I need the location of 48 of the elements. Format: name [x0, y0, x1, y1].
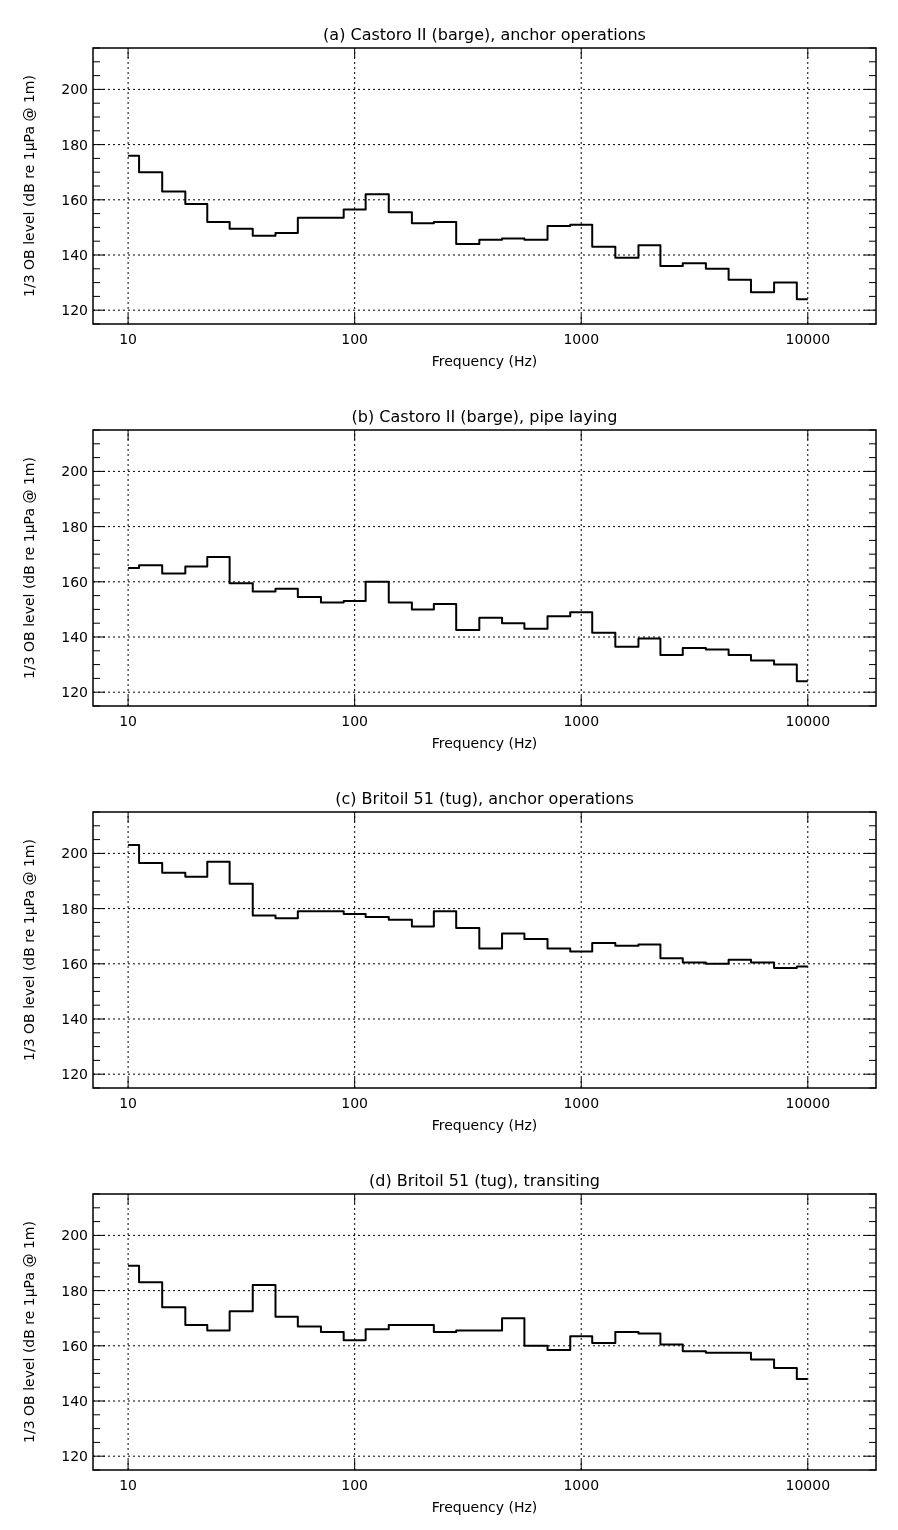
chart-title: (d) Britoil 51 (tug), transiting [368, 1171, 601, 1190]
y-tick-label: 200 [61, 81, 88, 98]
x-tick-label: 10 [119, 1095, 138, 1111]
x-tick-label: 100 [341, 331, 369, 347]
x-tick-label: 10000 [785, 1095, 831, 1111]
y-axis-title: 1/3 OB level (dB re 1μPa @ 1m) [21, 457, 37, 679]
y-tick-label: 180 [61, 1282, 88, 1299]
x-axis-title: Frequency (Hz) [431, 735, 538, 751]
x-tick-label: 100 [341, 1477, 369, 1493]
y-tick-label: 140 [61, 1393, 88, 1409]
chart-title: (a) Castoro II (barge), anchor operations [323, 25, 646, 44]
y-tick-label: 120 [61, 1448, 88, 1465]
y-tick-label: 200 [61, 463, 88, 480]
y-tick-label: 120 [61, 684, 88, 701]
x-tick-label: 10 [119, 331, 138, 347]
x-axis-title: Frequency (Hz) [431, 353, 538, 369]
x-tick-label: 10 [119, 713, 138, 729]
y-tick-label: 160 [61, 955, 88, 972]
x-axis-title: Frequency (Hz) [431, 1499, 538, 1515]
y-tick-label: 140 [61, 629, 88, 645]
x-tick-label: 10000 [785, 331, 831, 347]
y-tick-label: 140 [61, 1011, 88, 1027]
x-tick-label: 1000 [563, 713, 600, 729]
y-tick-label: 160 [61, 573, 88, 590]
y-tick-label: 160 [61, 191, 88, 208]
y-tick-label: 200 [61, 1227, 88, 1244]
x-tick-label: 10000 [785, 713, 831, 729]
x-tick-label: 1000 [563, 331, 600, 347]
y-axis-title: 1/3 OB level (dB re 1μPa @ 1m) [21, 75, 37, 297]
y-tick-label: 160 [61, 1337, 88, 1354]
x-tick-label: 100 [341, 713, 369, 729]
x-tick-label: 100 [341, 1095, 369, 1111]
x-tick-label: 1000 [563, 1477, 600, 1493]
y-tick-label: 120 [61, 302, 88, 319]
x-tick-label: 10 [119, 1477, 138, 1493]
y-tick-label: 200 [61, 845, 88, 862]
y-tick-label: 120 [61, 1066, 88, 1083]
y-tick-label: 180 [61, 136, 88, 153]
x-tick-label: 1000 [563, 1095, 600, 1111]
y-axis-title: 1/3 OB level (dB re 1μPa @ 1m) [21, 839, 37, 1061]
y-tick-label: 180 [61, 518, 88, 535]
y-tick-label: 180 [61, 900, 88, 917]
x-axis-title: Frequency (Hz) [431, 1117, 538, 1133]
x-tick-label: 10000 [785, 1477, 831, 1493]
chart-title: (b) Castoro II (barge), pipe laying [351, 407, 618, 426]
y-axis-title: 1/3 OB level (dB re 1μPa @ 1m) [21, 1221, 37, 1443]
chart-title: (c) Britoil 51 (tug), anchor operations [335, 789, 634, 808]
y-tick-label: 140 [61, 247, 88, 263]
